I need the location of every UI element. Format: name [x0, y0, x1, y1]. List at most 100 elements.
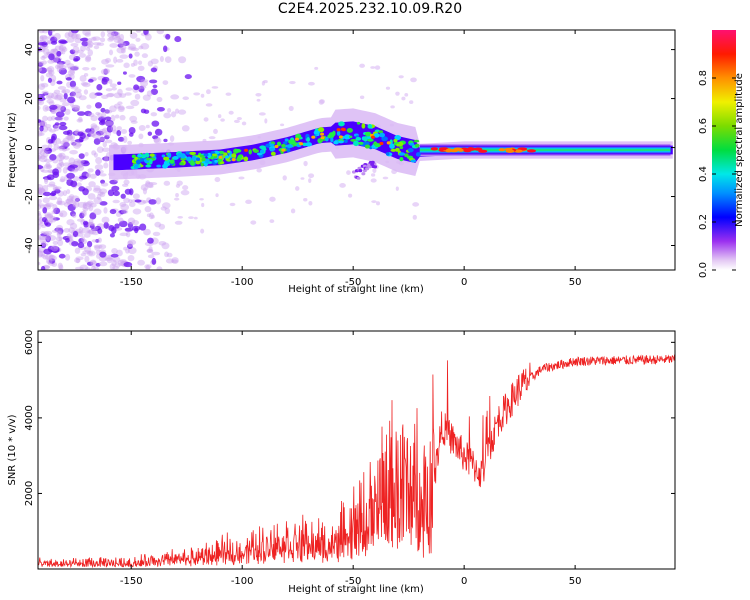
spectrogram-noise-blob: [86, 240, 93, 248]
spectrogram-noise-blob: [119, 232, 129, 237]
spectrogram-noise-blob: [150, 88, 159, 96]
spectrogram-noise-blob: [41, 54, 48, 59]
spectrogram-band-blob: [185, 156, 192, 162]
spectrogram-band-blob: [180, 153, 186, 159]
spectrogram-noise-blob: [45, 95, 53, 100]
spectrogram-noise-blob: [103, 221, 109, 229]
spectrogram-band-blob: [259, 149, 265, 154]
spectrogram-noise-blob: [99, 191, 106, 198]
spectrogram-noise-blob: [109, 179, 118, 185]
spectrogram-noise-blob: [241, 121, 247, 126]
spectrogram-noise-blob: [102, 127, 109, 133]
spectrogram-noise-blob: [43, 48, 50, 56]
spectrogram-noise-blob: [60, 106, 67, 113]
spectrogram-noise-blob: [39, 44, 49, 49]
spectrogram-band-blob: [358, 141, 364, 145]
spectrogram-noise-blob: [206, 89, 211, 95]
spectrogram-noise-blob: [54, 64, 61, 70]
spectrogram-noise-blob: [120, 209, 129, 215]
spectrogram-noise-blob: [156, 96, 163, 102]
spectrogram-band-blob: [195, 157, 201, 161]
spectrogram-noise-blob: [58, 236, 63, 241]
spectrogram-noise-blob: [133, 84, 140, 91]
spectrogram-noise-blob: [308, 81, 315, 86]
spectrogram-noise-blob: [127, 222, 134, 229]
spectrogram-peak-blob: [386, 141, 391, 145]
spectrogram-band-blob: [343, 139, 348, 143]
spectrogram-noise-blob: [118, 220, 128, 228]
spectrogram-noise-blob: [86, 261, 94, 266]
spectrogram-band-blob: [190, 160, 196, 166]
spectrogram-noise-blob: [136, 75, 146, 83]
spectrogram-band-blob: [353, 140, 360, 147]
spectrogram-noise-blob: [59, 44, 64, 52]
spectrogram-noise-blob: [395, 186, 399, 191]
spectrogram-peak-blob: [311, 135, 316, 139]
spectrogram-peak-blob: [274, 144, 279, 149]
spectrogram-noise-blob: [250, 220, 257, 225]
spectrogram-peak-blob: [438, 147, 449, 151]
spectrogram-noise-blob: [77, 111, 86, 116]
spectrogram-noise-blob: [54, 116, 63, 121]
spectrogram-peak-blob: [379, 141, 384, 146]
spectrogram-noise-blob: [86, 133, 92, 137]
spectrogram-noise-blob: [84, 255, 90, 263]
spectrogram-noise-blob: [132, 208, 142, 215]
spectrogram-noise-blob: [149, 79, 158, 84]
snr-y-label: SNR (10 * v/v): [7, 414, 18, 485]
spectrogram-noise-blob: [75, 91, 82, 99]
spectrogram-noise-blob: [71, 104, 81, 109]
spectrogram-noise-blob: [104, 134, 110, 140]
spectrogram-noise-blob: [155, 197, 162, 205]
spectrogram-band-blob: [361, 123, 366, 129]
spectrogram-band-blob: [284, 138, 289, 142]
spectrogram-noise-blob: [143, 228, 151, 236]
spectrogram-noise-blob: [70, 86, 79, 90]
spectrogram-noise-blob: [86, 40, 94, 48]
spectrogram-noise-blob: [77, 131, 84, 137]
spectrogram-noise-blob: [128, 74, 136, 78]
spectrogram-noise-blob: [161, 242, 170, 250]
spectrogram-noise-blob: [47, 65, 55, 73]
spectrogram-band-blob: [336, 130, 341, 136]
spectrogram-band-blob: [210, 155, 215, 160]
spectrogram-noise-blob: [57, 200, 66, 206]
spectrogram-noise-blob: [87, 229, 94, 235]
spectrogram-noise-blob: [98, 136, 106, 142]
spectrogram-noise-blob: [40, 74, 45, 82]
spectrogram-noise-blob: [100, 119, 106, 124]
spectrogram-noise-blob: [140, 80, 149, 87]
spectrogram-noise-blob: [81, 227, 91, 234]
spectrogram-noise-blob: [228, 110, 234, 115]
spectrogram-noise-blob: [56, 162, 63, 170]
spectrogram-noise-blob: [58, 159, 64, 166]
spectrogram-noise-blob: [150, 58, 159, 65]
spectrogram-noise-blob: [38, 189, 43, 196]
spectrogram-noise-blob: [105, 64, 115, 68]
spectrogram-noise-blob: [38, 147, 44, 154]
spectrogram-noise-blob: [110, 253, 119, 258]
spectrogram-noise-blob: [84, 151, 89, 157]
spectrogram-noise-blob: [171, 259, 178, 264]
spectrogram-noise-blob: [52, 217, 60, 221]
spectrogram-noise-blob: [46, 39, 52, 45]
spectrogram-noise-blob: [42, 151, 49, 158]
spectrogram-x-axis: -150 -100 -50 0 50: [120, 30, 581, 288]
spectrogram-noise-blob: [82, 206, 89, 212]
spectrogram-noise-blob: [111, 87, 117, 91]
spectrogram-noise-blob: [39, 45, 46, 53]
spectrogram-noise-blob: [113, 56, 118, 64]
spectrogram-band-blob: [161, 154, 166, 158]
spectrogram-noise-blob: [141, 53, 149, 59]
spectrogram-noise-blob: [269, 196, 276, 202]
spectrogram-noise-blob: [69, 80, 77, 88]
spectrogram-noise-blob: [174, 220, 183, 225]
y-tick-label: 20: [24, 92, 35, 105]
spectrogram-noise-blob: [100, 132, 107, 136]
spectrogram-noise-blob: [117, 217, 124, 223]
spectrogram-noise-blob: [280, 123, 285, 127]
spectrogram-noise-blob: [121, 183, 129, 188]
spectrogram-band-blob: [237, 154, 242, 159]
spectrogram-noise-blob: [56, 65, 62, 73]
snr-x-label: Height of straight line (km): [288, 584, 424, 595]
